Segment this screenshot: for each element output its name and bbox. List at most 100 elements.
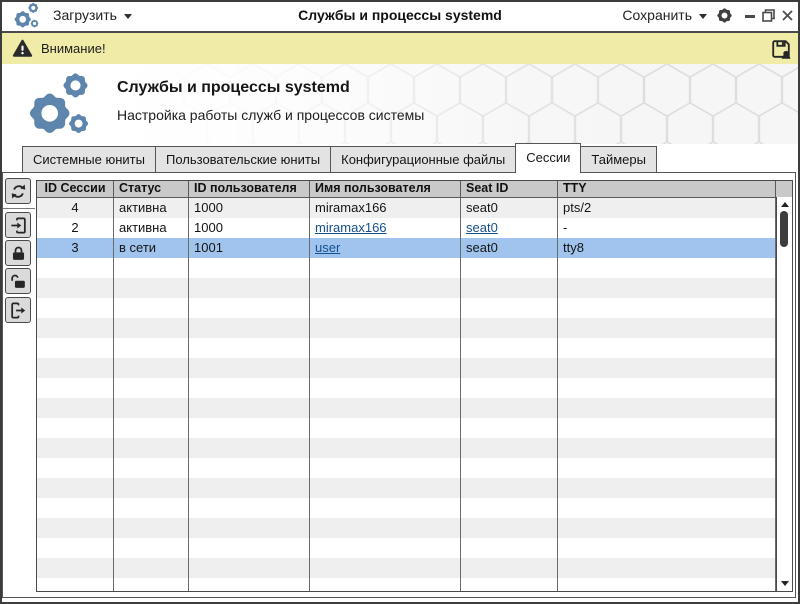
table-scrollbar[interactable]: [776, 197, 792, 591]
load-menu-label: Загрузить: [53, 7, 117, 23]
settings-gear-button[interactable]: [716, 7, 733, 24]
table-cell: [114, 538, 189, 558]
warning-bar: Внимание!: [0, 33, 800, 64]
restore-button[interactable]: [762, 9, 775, 22]
column-header-session-id[interactable]: ID Сессии: [37, 181, 114, 197]
table-cell: [558, 278, 776, 298]
table-cell: [558, 538, 776, 558]
table-cell: [37, 298, 114, 318]
unlock-icon: [10, 274, 25, 288]
table-cell: [461, 258, 558, 278]
save-menu-button[interactable]: Сохранить: [622, 0, 707, 31]
table-cell: [114, 438, 189, 458]
table-cell[interactable]: 1000: [189, 218, 310, 238]
table-cell: [189, 418, 310, 438]
table-cell: [558, 398, 776, 418]
table-cell: [189, 298, 310, 318]
column-header-status[interactable]: Статус: [114, 181, 189, 197]
table-cell: [461, 498, 558, 518]
logout-icon: [10, 302, 25, 318]
table-cell: [189, 458, 310, 478]
table-cell[interactable]: seat0: [461, 198, 558, 218]
scroll-up-button[interactable]: [780, 202, 789, 207]
tab-system-units[interactable]: Системные юниты: [22, 146, 156, 173]
table-cell: [461, 578, 558, 591]
table-cell: [461, 298, 558, 318]
table-cell[interactable]: pts/2: [558, 198, 776, 218]
tab-user-units[interactable]: Пользовательские юниты: [154, 146, 332, 173]
table-cell: [558, 518, 776, 538]
column-header-user-name[interactable]: Имя пользователя: [310, 181, 461, 197]
table-cell[interactable]: активна: [114, 198, 189, 218]
tab-sessions[interactable]: Сессии: [515, 143, 582, 173]
scroll-down-button[interactable]: [780, 581, 789, 586]
scrollbar-thumb[interactable]: [780, 211, 788, 247]
table-cell[interactable]: miramax166: [310, 198, 461, 218]
lock-session-button[interactable]: [5, 240, 31, 266]
table-cell[interactable]: -: [558, 218, 776, 238]
window-title: Службы и процессы systemd: [298, 7, 502, 23]
column-header-tty[interactable]: TTY: [558, 181, 776, 197]
table-cell[interactable]: seat0: [461, 218, 558, 238]
table-row-empty: [37, 398, 776, 418]
table-cell[interactable]: в сети: [114, 238, 189, 258]
table-cell: [114, 338, 189, 358]
table-cell: [114, 558, 189, 578]
table-cell: [461, 378, 558, 398]
table-cell: [189, 518, 310, 538]
table-cell: [189, 258, 310, 278]
table-cell[interactable]: 1000: [189, 198, 310, 218]
refresh-button[interactable]: [5, 178, 31, 204]
table-cell[interactable]: seat0: [461, 238, 558, 258]
column-header-seat-id[interactable]: Seat ID: [461, 181, 558, 197]
toolbar-separator: [3, 208, 35, 209]
table-cell[interactable]: 4: [37, 198, 114, 218]
tab-config-files[interactable]: Конфигурационные файлы: [330, 146, 517, 173]
tab-timers[interactable]: Таймеры: [580, 146, 657, 173]
table-row[interactable]: 4 активна 1000 miramax166 seat0 pts/2: [37, 198, 776, 218]
table-cell: [558, 578, 776, 591]
save-file-button[interactable]: [770, 38, 792, 60]
close-button[interactable]: [781, 9, 794, 22]
table-cell: [189, 538, 310, 558]
cell-link[interactable]: seat0: [466, 220, 498, 235]
table-cell: [310, 498, 461, 518]
table-row-empty: [37, 358, 776, 378]
load-menu-button[interactable]: Загрузить: [53, 0, 132, 31]
table-cell[interactable]: активна: [114, 218, 189, 238]
cell-link[interactable]: user: [315, 240, 341, 255]
table-cell: [189, 378, 310, 398]
table-cell: [114, 378, 189, 398]
table-cell: [114, 278, 189, 298]
table-cell[interactable]: 1001: [189, 238, 310, 258]
table-cell[interactable]: 2: [37, 218, 114, 238]
table-cell[interactable]: miramax166: [310, 218, 461, 238]
sessions-panel: ID Сессии Статус ID пользователя Имя пол…: [2, 172, 796, 598]
table-cell: [310, 578, 461, 591]
table-cell: [37, 318, 114, 338]
minimize-button[interactable]: [743, 9, 756, 22]
login-icon: [10, 217, 26, 233]
table-row[interactable]: 2 активна 1000 miramax166 seat0 -: [37, 218, 776, 238]
login-session-button[interactable]: [5, 212, 31, 238]
table-cell: [310, 378, 461, 398]
table-row-empty: [37, 498, 776, 518]
table-cell: [558, 318, 776, 338]
cell-link[interactable]: miramax166: [315, 220, 387, 235]
floppy-icon: [772, 39, 791, 59]
unlock-session-button[interactable]: [5, 268, 31, 294]
table-cell[interactable]: 3: [37, 238, 114, 258]
table-cell[interactable]: user: [310, 238, 461, 258]
table-cell: [558, 378, 776, 398]
table-cell: [558, 358, 776, 378]
table-cell: [461, 458, 558, 478]
table-cell[interactable]: tty8: [558, 238, 776, 258]
table-cell: [114, 298, 189, 318]
logout-session-button[interactable]: [5, 297, 31, 323]
table-cell: [37, 478, 114, 498]
table-cell: [461, 358, 558, 378]
table-cell: [189, 438, 310, 458]
warning-text: Внимание!: [41, 41, 106, 56]
column-header-user-id[interactable]: ID пользователя: [189, 181, 310, 197]
